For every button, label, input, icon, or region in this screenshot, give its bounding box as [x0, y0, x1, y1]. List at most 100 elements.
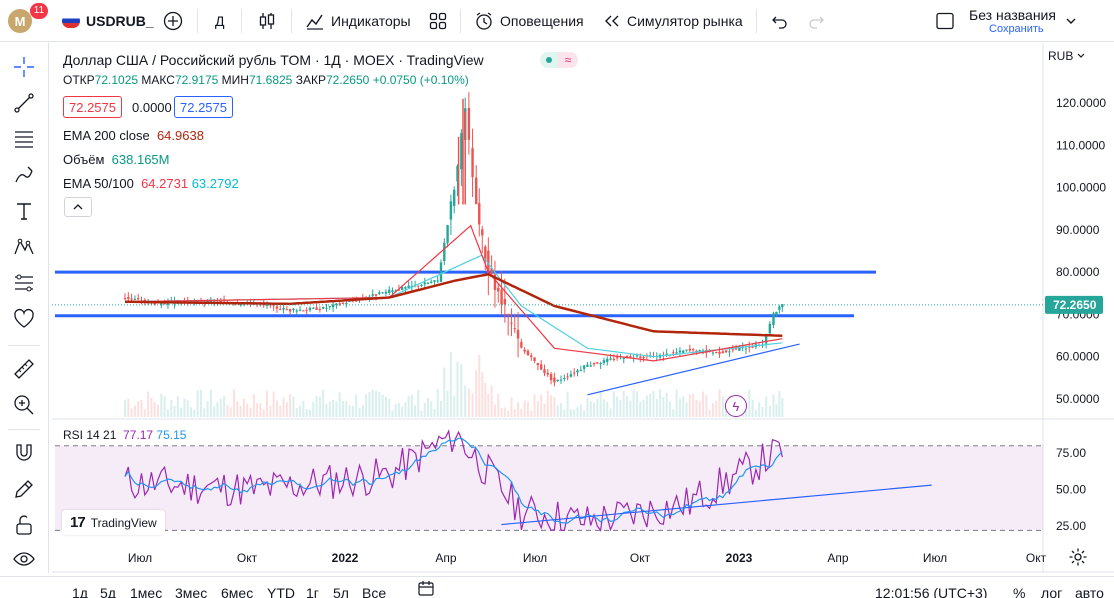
bid-price[interactable]: 72.2575	[63, 96, 122, 118]
volume-bar	[318, 396, 321, 417]
candle-body	[417, 285, 420, 287]
symbol-search-button[interactable]: USDRUB_	[62, 0, 154, 42]
volume-bar	[140, 399, 143, 417]
trendline-tool[interactable]	[10, 89, 38, 117]
candle-body	[772, 313, 775, 325]
chevron-up-icon	[73, 204, 83, 210]
brush-tool[interactable]	[10, 161, 38, 189]
range-button[interactable]: 1мес	[130, 585, 163, 598]
clock-timezone[interactable]: 12:01:56 (UTC+3)	[875, 585, 988, 598]
candle-body	[239, 304, 242, 306]
tradingview-watermark[interactable]: 17 TradingView	[62, 510, 165, 535]
range-button[interactable]: 3мес	[175, 585, 208, 598]
alerts-button[interactable]: Оповещения	[474, 0, 584, 42]
layout-toggle[interactable]	[935, 0, 955, 42]
volume-bar	[236, 401, 239, 417]
log-toggle[interactable]: лог	[1041, 585, 1063, 598]
layout-name-button[interactable]: Без названия Сохранить	[969, 7, 1056, 35]
redo-icon	[809, 16, 824, 29]
rsi-tick-label: 50.00	[1056, 483, 1086, 497]
redo-button[interactable]	[808, 0, 826, 42]
candle-body	[285, 309, 289, 311]
undo-button[interactable]	[770, 0, 788, 42]
goto-date-button[interactable]	[417, 577, 435, 598]
indicators-button[interactable]: Индикаторы	[305, 0, 411, 42]
range-button[interactable]: 1г	[306, 585, 319, 598]
range-button[interactable]: 6мес	[221, 585, 254, 598]
range-button[interactable]: 5л	[333, 585, 349, 598]
candle-body	[282, 308, 285, 310]
volume-bar	[626, 396, 629, 417]
chevron-down-icon	[1077, 53, 1085, 58]
event-flash-icon[interactable]: ϟ	[725, 395, 747, 417]
bottom-toolbar: 1д 5д 1мес 3мес 6мес YTD 1г 5л Все 12:01:56 (UTC…	[0, 576, 1114, 598]
rsi-tick-label: 25.00	[1056, 519, 1086, 533]
volume-bar	[665, 392, 668, 417]
candle-body	[724, 350, 728, 353]
rsi-tick-label: 75.00	[1056, 446, 1086, 460]
ema50-100-legend[interactable]: EMA 50/100 64.2731 63.2792	[63, 176, 239, 191]
projection-tool[interactable]	[10, 269, 38, 297]
volume-bar	[160, 393, 163, 417]
interval-button[interactable]: Д	[215, 13, 225, 29]
templates-button[interactable]	[428, 0, 448, 42]
range-button[interactable]: 1д	[72, 585, 88, 598]
market-status[interactable]: ≈	[540, 52, 578, 68]
volume-bar	[166, 409, 169, 417]
price-tick-label: 50.0000	[1056, 392, 1100, 406]
range-button[interactable]: YTD	[267, 585, 295, 598]
range-button[interactable]: 5д	[100, 585, 116, 598]
fib-tool[interactable]	[10, 125, 38, 153]
pattern-icon	[14, 238, 34, 255]
favorites-tool[interactable]	[10, 305, 38, 333]
candle-body	[615, 357, 619, 359]
volume-bar	[292, 396, 295, 417]
time-tick-label: Июл	[523, 551, 547, 565]
volume-bar	[711, 402, 714, 417]
compare-add-button[interactable]	[163, 0, 183, 42]
zoom-in-icon	[14, 395, 34, 415]
ema200-line	[124, 272, 783, 337]
auto-toggle[interactable]: авто	[1075, 585, 1104, 598]
ask-price[interactable]: 72.2575	[174, 96, 233, 118]
percent-toggle[interactable]: %	[1013, 585, 1026, 598]
chart-type-button[interactable]	[257, 0, 277, 42]
replay-button[interactable]: Симулятор рынка	[603, 0, 743, 42]
collapse-legend-button[interactable]	[64, 197, 92, 217]
measure-tool[interactable]	[10, 355, 38, 383]
volume-bar	[698, 401, 701, 417]
volume-bar	[612, 391, 615, 417]
candle-body	[553, 377, 556, 383]
visibility-tool[interactable]	[10, 545, 38, 573]
avatar-button[interactable]: M 11	[8, 0, 48, 42]
candle-body	[381, 292, 384, 294]
chart-background	[52, 43, 1043, 572]
ema200-legend[interactable]: EMA 200 close 64.9638	[63, 128, 204, 143]
crosshair-tool[interactable]	[10, 53, 38, 81]
zoom-tool[interactable]	[10, 391, 38, 419]
volume-legend[interactable]: Объём 638.165M	[63, 152, 170, 167]
candle-body	[516, 329, 520, 339]
volume-bar	[328, 401, 331, 417]
pattern-tool[interactable]	[10, 233, 38, 261]
range-button[interactable]: Все	[362, 585, 387, 598]
candle-body	[443, 242, 446, 262]
rsi-legend[interactable]: RSI 14 21 77.17 75.15	[63, 428, 187, 442]
chart-settings-button[interactable]	[1068, 547, 1088, 572]
currency-button[interactable]: RUB	[1048, 45, 1086, 67]
magnet-tool[interactable]	[10, 439, 38, 467]
volume-bar	[375, 390, 378, 417]
lock-tool[interactable]	[10, 511, 38, 539]
layout-menu-button[interactable]	[1065, 0, 1077, 42]
volume-bar	[414, 405, 417, 417]
volume-bar	[593, 402, 596, 417]
candle-body	[338, 303, 341, 305]
text-tool[interactable]	[10, 197, 38, 225]
volume-bar	[481, 372, 484, 417]
volume-bar	[478, 354, 481, 417]
drawing-mode-tool[interactable]	[10, 475, 38, 503]
volume-bar	[190, 407, 193, 417]
volume-bar	[325, 403, 328, 417]
candle-body	[397, 289, 401, 291]
